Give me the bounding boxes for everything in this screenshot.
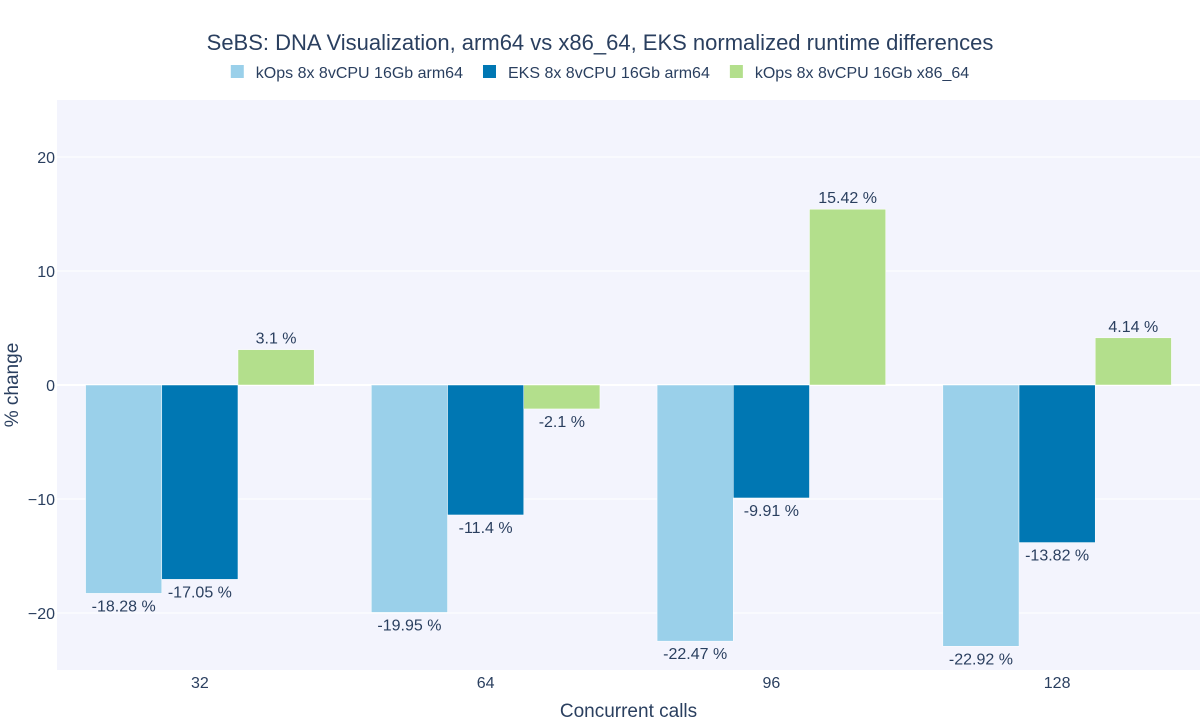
bar-value-label: -18.28 %: [92, 598, 156, 615]
legend-label: kOps 8x 8vCPU 16Gb arm64: [256, 65, 463, 82]
y-axis-title: % change: [2, 343, 23, 428]
bar-value-label: -11.4 %: [459, 520, 513, 537]
bar-value-label: -22.92 %: [949, 651, 1013, 668]
bar-value-label: -22.47 %: [663, 646, 727, 663]
legend[interactable]: kOps 8x 8vCPU 16Gb arm64 EKS 8x 8vCPU 16G…: [230, 65, 970, 82]
x-axis-title: Concurrent calls: [560, 701, 697, 720]
legend-item[interactable]: kOps 8x 8vCPU 16Gb arm64: [230, 65, 463, 82]
bar-value-label: -13.82 %: [1025, 548, 1089, 565]
bar-series-2[interactable]: [161, 384, 239, 580]
legend-swatch: [482, 65, 496, 78]
x-tick-label: 128: [1044, 675, 1071, 692]
x-tick-label: 96: [762, 675, 780, 692]
bar-value-label: 3.1 %: [256, 331, 297, 348]
bar-series-1[interactable]: [85, 384, 163, 594]
bar-value-label: -19.95 %: [377, 617, 441, 634]
legend-item[interactable]: kOps 8x 8vCPU 16Gb x86_64: [729, 65, 969, 82]
x-tick-label: 32: [191, 675, 209, 692]
y-tick-label: −10: [28, 492, 55, 509]
bar-series-3[interactable]: [809, 208, 886, 386]
x-tick-label: 64: [477, 675, 495, 692]
legend-swatch: [729, 65, 743, 78]
bar-series-3[interactable]: [523, 384, 601, 410]
y-tick-label: 10: [37, 264, 55, 281]
bar-series-2[interactable]: [447, 384, 524, 516]
bar-value-label: 4.14 %: [1108, 319, 1158, 336]
bar-series-2[interactable]: [733, 384, 810, 499]
bar-series-1[interactable]: [656, 384, 734, 642]
bar-series-1[interactable]: [942, 384, 1020, 647]
y-tick-label: 20: [37, 150, 55, 167]
legend-label: kOps 8x 8vCPU 16Gb x86_64: [755, 65, 969, 82]
legend-item[interactable]: EKS 8x 8vCPU 16Gb arm64: [482, 65, 710, 82]
bar-value-label: 15.42 %: [818, 190, 877, 207]
bars: [85, 208, 1172, 647]
bar-series-1[interactable]: [371, 384, 448, 613]
y-tick-label: −20: [28, 606, 55, 623]
bar-value-label: -9.91 %: [744, 503, 799, 520]
legend-label: EKS 8x 8vCPU 16Gb arm64: [508, 65, 710, 82]
bar-series-2[interactable]: [1018, 384, 1096, 543]
bar-labels: -18.28 % -17.05 % 3.1 % -19.95 % -11.4 % -2.1…: [92, 190, 1159, 668]
y-axis-ticks: −20 −10 0 10 20: [28, 150, 55, 623]
bar-series-3[interactable]: [237, 349, 315, 386]
bar-value-label: -17.05 %: [168, 584, 232, 601]
y-tick-label: 0: [46, 378, 55, 395]
bar-series-3[interactable]: [1094, 337, 1172, 386]
chart-title: SeBS: DNA Visualization, arm64 vs x86_64…: [207, 30, 994, 55]
bar-value-label: -2.1 %: [539, 414, 585, 431]
x-axis-ticks: 32 64 96 128: [191, 675, 1071, 692]
legend-swatch: [230, 65, 244, 78]
